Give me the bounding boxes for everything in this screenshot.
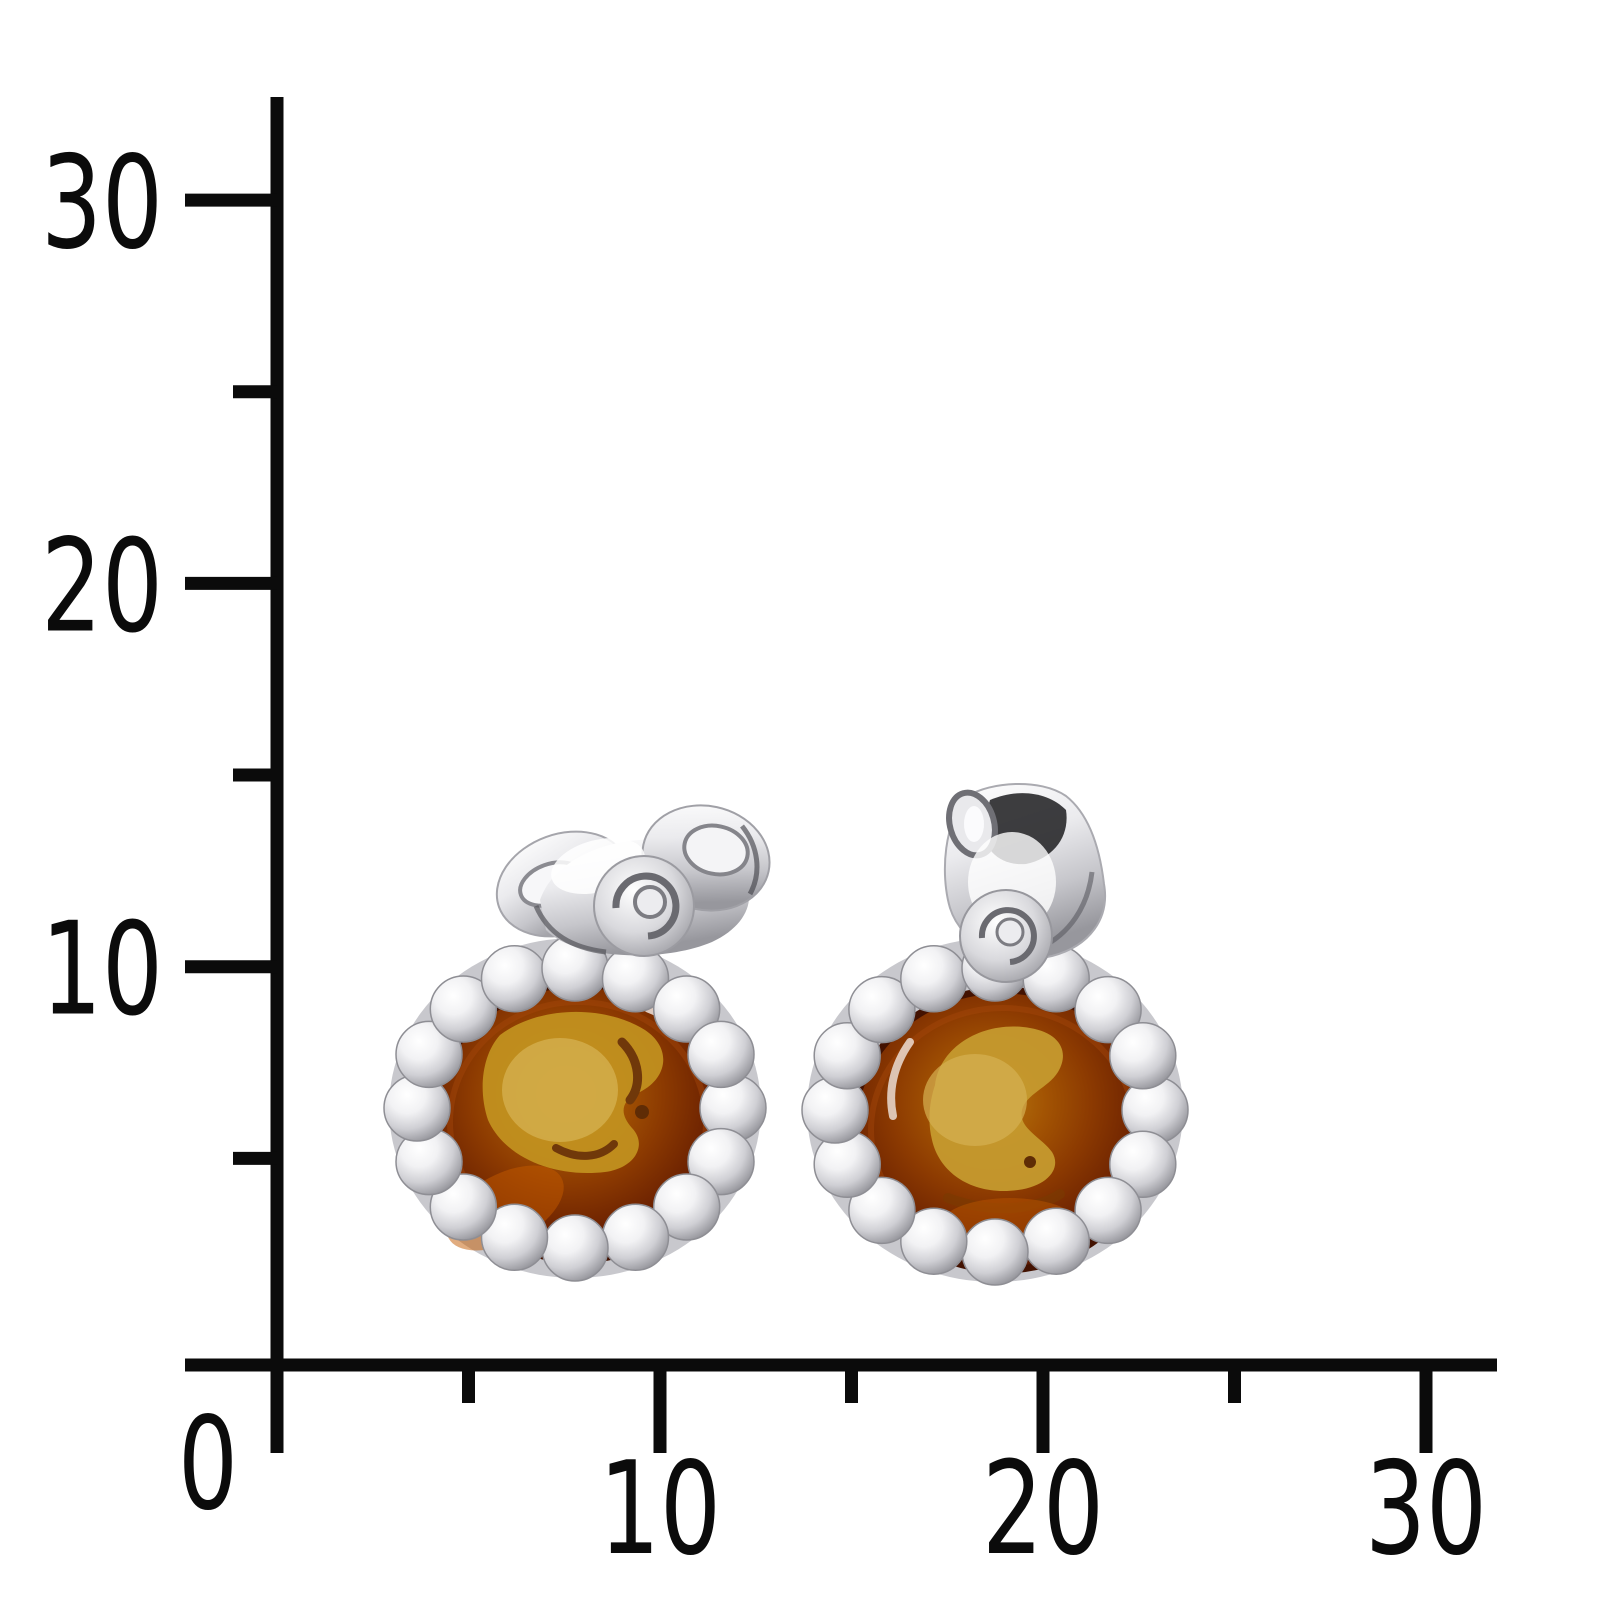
inclusion-dot: [1024, 1156, 1036, 1168]
bead: [1109, 1021, 1177, 1090]
clutch-crevice: [533, 904, 607, 955]
bead: [813, 1021, 881, 1090]
coil-spiral: [612, 872, 680, 940]
bead: [1074, 1176, 1142, 1245]
left-earring: [383, 804, 771, 1282]
clutch-wing-hole: [682, 823, 750, 877]
bead: [652, 1173, 721, 1241]
bead: [395, 1020, 463, 1089]
bead: [848, 1176, 916, 1245]
clutch-crevice: [740, 824, 760, 896]
inclusion-dot: [635, 1105, 649, 1119]
bead: [1109, 1130, 1177, 1199]
x-tick-label: 20: [982, 1435, 1104, 1584]
y-tick-label: 20: [41, 512, 163, 661]
inclusion-squiggle: [552, 1140, 618, 1160]
stone-glint: [887, 1038, 914, 1120]
y-tick-label: 10: [41, 896, 163, 1045]
coil-spiral: [978, 907, 1037, 965]
honey-core: [923, 1054, 1027, 1146]
y-tick-label: 30: [41, 129, 163, 278]
clutch-loop-hole: [964, 806, 984, 842]
origin-label: 0: [178, 1390, 238, 1539]
butterfly-clutch-left: [495, 804, 771, 957]
bead: [900, 1207, 968, 1275]
coil-center: [633, 885, 667, 919]
bead: [687, 1020, 755, 1089]
coil-center: [995, 917, 1025, 947]
bead: [652, 975, 721, 1043]
bead: [429, 1173, 498, 1241]
bead: [1074, 975, 1142, 1044]
beaded-bezel-left: [383, 934, 767, 1282]
bead: [848, 975, 916, 1044]
x-tick-label: 30: [1365, 1435, 1487, 1584]
butterfly-clutch-right: [943, 782, 1106, 983]
right-earring: [801, 782, 1189, 1286]
bead: [429, 975, 498, 1043]
x-tick-label: 10: [599, 1435, 721, 1584]
inclusion-squiggle: [617, 1037, 643, 1105]
bead: [687, 1127, 755, 1196]
bead: [480, 1203, 549, 1272]
honey-core: [502, 1038, 618, 1142]
